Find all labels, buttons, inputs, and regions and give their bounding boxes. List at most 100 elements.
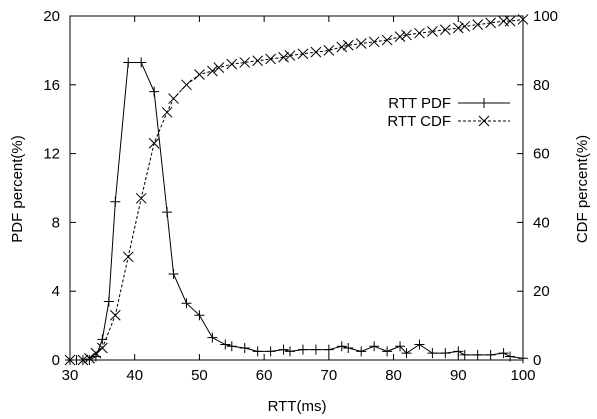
data-point <box>194 310 205 321</box>
x-axis-label: RTT(ms) <box>268 398 327 415</box>
data-point <box>207 332 218 343</box>
data-point <box>517 14 529 25</box>
data-point <box>355 38 367 49</box>
data-point <box>427 348 438 359</box>
y2-tick-label: 20 <box>533 283 550 300</box>
x-tick-label: 50 <box>191 367 208 384</box>
data-point <box>504 15 516 27</box>
data-point <box>498 348 509 359</box>
data-point <box>265 53 276 65</box>
data-point <box>485 349 496 360</box>
data-point <box>394 31 406 42</box>
data-point <box>278 51 289 63</box>
data-point <box>220 339 231 350</box>
data-point <box>239 342 250 353</box>
x-tick-label: 70 <box>321 367 338 384</box>
data-point <box>518 353 528 364</box>
y-axis-label: PDF percent(%) <box>9 135 26 243</box>
data-point <box>382 346 393 357</box>
data-point <box>459 20 471 32</box>
data-point <box>226 341 237 352</box>
data-point <box>343 342 354 353</box>
data-point <box>381 34 393 46</box>
data-point <box>369 341 380 352</box>
data-point <box>505 351 516 362</box>
x-tick-label: 90 <box>450 367 467 384</box>
data-point <box>148 137 160 149</box>
data-point <box>285 346 296 357</box>
data-point <box>265 346 276 357</box>
data-point <box>336 341 347 352</box>
data-point <box>64 354 76 366</box>
data-point <box>168 93 179 104</box>
data-point <box>414 339 425 350</box>
data-point <box>427 26 438 37</box>
plot-border <box>69 15 524 361</box>
data-point <box>368 36 380 48</box>
data-point <box>453 346 464 357</box>
data-point <box>414 27 425 39</box>
data-point <box>207 65 218 77</box>
series-group <box>64 14 529 366</box>
data-point <box>323 344 334 355</box>
series-1 <box>64 14 529 366</box>
data-point <box>194 69 205 80</box>
y-tick-label: 4 <box>52 283 60 300</box>
data-point <box>97 342 108 354</box>
x-tick-label: 30 <box>62 367 79 384</box>
data-point <box>181 298 192 309</box>
x-tick-label: 40 <box>126 367 143 384</box>
data-point <box>162 207 173 218</box>
data-point <box>278 344 289 355</box>
data-point <box>336 41 348 53</box>
plot-frame <box>69 15 524 361</box>
y-tick-label: 8 <box>52 214 60 231</box>
legend-marker <box>478 115 490 127</box>
data-point <box>122 251 134 263</box>
data-point <box>149 86 160 97</box>
data-point <box>439 24 451 36</box>
data-point <box>356 346 367 357</box>
data-point <box>110 196 121 207</box>
data-point <box>440 348 451 359</box>
data-point <box>252 346 263 357</box>
data-point <box>135 192 147 204</box>
data-point <box>395 341 406 352</box>
data-point <box>123 57 134 68</box>
data-point <box>136 57 147 68</box>
series-0 <box>65 57 528 365</box>
x-tick-label: 80 <box>385 367 402 384</box>
data-point <box>401 348 412 359</box>
data-point <box>90 347 102 359</box>
data-point <box>103 296 114 307</box>
data-point <box>297 48 309 60</box>
data-point <box>472 349 483 360</box>
data-point <box>213 62 225 73</box>
y-tick-label: 12 <box>43 146 60 163</box>
y-tick-label: 0 <box>52 352 60 369</box>
y2-tick-label: 40 <box>533 214 550 231</box>
data-point <box>84 355 95 365</box>
data-point <box>168 269 179 279</box>
data-point <box>161 106 173 118</box>
y-tick-label: 20 <box>43 8 60 25</box>
data-point <box>109 309 121 321</box>
y2-tick-label: 80 <box>533 77 550 94</box>
y2-axis-label: CDF percent(%) <box>574 135 591 243</box>
data-point <box>452 22 464 34</box>
y2-tick-label: 100 <box>533 8 558 25</box>
data-point <box>323 45 335 56</box>
data-point <box>297 344 308 355</box>
data-point <box>401 29 412 41</box>
data-point <box>239 57 251 68</box>
data-point <box>181 79 192 91</box>
data-point <box>252 55 264 67</box>
data-point <box>459 349 470 360</box>
data-point <box>310 344 321 355</box>
legend-entry-label: RTT PDF <box>388 95 451 112</box>
data-point <box>310 46 322 58</box>
legend-marker <box>479 98 489 108</box>
